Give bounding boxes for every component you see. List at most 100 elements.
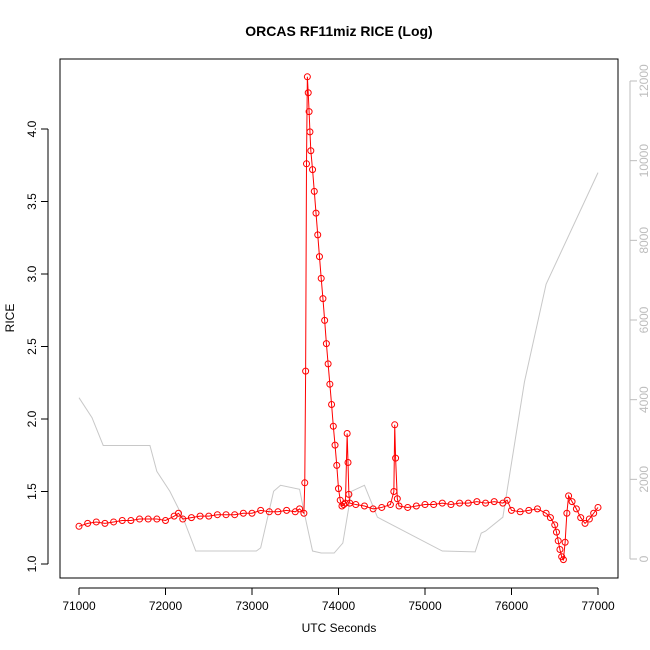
x-axis: 71000 72000 73000 74000 75000 76000 77000 <box>62 587 615 613</box>
rice-point <box>561 538 569 546</box>
rice-point <box>301 479 309 487</box>
rice-point <box>312 209 320 217</box>
rice-point <box>577 514 585 522</box>
rice-point <box>341 499 349 507</box>
rice-point <box>174 509 182 517</box>
rice-point <box>551 521 559 529</box>
x-axis-label: UTC Seconds <box>302 621 377 635</box>
rice-point <box>300 509 308 517</box>
rice-point <box>302 367 310 375</box>
y-tick-label: 2.5 <box>25 338 39 355</box>
rice-point <box>248 509 256 517</box>
rice-point <box>464 499 472 507</box>
rice-point <box>84 519 92 527</box>
rice-point <box>331 441 339 449</box>
rice-point <box>153 515 161 523</box>
rice-point <box>302 160 310 168</box>
rice-point <box>546 514 554 522</box>
plot-box <box>59 58 619 579</box>
rice-point <box>335 485 342 493</box>
rice-point <box>324 360 332 368</box>
rice-point <box>421 501 429 509</box>
rice-point <box>360 502 368 510</box>
rice-point <box>430 501 438 509</box>
rice-point <box>162 517 169 524</box>
rice-point <box>179 515 187 523</box>
y2-tick-label: 4000 <box>637 386 650 413</box>
rice-point <box>118 517 126 524</box>
rice-point <box>585 515 593 523</box>
rice-point <box>482 499 490 507</box>
rice-point <box>303 73 311 81</box>
y2-tick-label: 8000 <box>637 227 650 254</box>
rice-point <box>307 147 315 155</box>
rice-point <box>581 519 589 527</box>
y-axis-right: 0 2000 4000 6000 8000 10000 12000 <box>629 64 650 562</box>
rice-point <box>378 503 386 511</box>
rice-line <box>78 76 599 562</box>
rice-point <box>304 89 312 97</box>
rice-point <box>127 517 135 524</box>
y-tick-label: 1.0 <box>25 555 39 572</box>
rice-point <box>556 546 564 553</box>
rice-point <box>92 518 100 526</box>
rice-point <box>343 430 351 437</box>
y2-tick-label: 0 <box>637 555 650 562</box>
rice-point <box>391 421 399 429</box>
series-altitude <box>78 172 599 554</box>
altitude-line <box>78 172 599 554</box>
y-tick-label: 1.5 <box>25 483 39 500</box>
rice-point <box>559 556 567 564</box>
rice-point <box>352 501 360 509</box>
rice-point <box>110 518 118 526</box>
rice-point <box>390 488 398 495</box>
rice-point <box>314 231 322 239</box>
y-tick-label: 3.5 <box>25 193 39 210</box>
rice-point <box>333 461 341 469</box>
rice-point <box>447 501 455 509</box>
rice-point <box>542 509 550 517</box>
y-tick-label: 4.0 <box>25 120 39 137</box>
rice-point <box>328 401 336 408</box>
x-tick-label: 71000 <box>62 599 96 613</box>
x-tick-label: 76000 <box>495 599 529 613</box>
rice-point <box>369 505 377 513</box>
y-axis-left: 1.0 1.5 2.0 2.5 3.0 3.5 4.0 <box>25 120 49 572</box>
rice-point <box>329 422 337 430</box>
x-tick-label: 75000 <box>408 599 442 613</box>
rice-point <box>393 495 401 503</box>
rice-point <box>144 515 152 523</box>
x-tick-label: 77000 <box>581 599 615 613</box>
y-tick-label: 3.0 <box>25 265 39 282</box>
y-axis-label: RICE <box>3 304 17 333</box>
y2-tick-label: 6000 <box>637 306 650 333</box>
rice-point <box>222 511 230 519</box>
rice-point <box>326 380 334 388</box>
rice-point <box>319 295 327 303</box>
rice-point <box>395 502 403 510</box>
rice-point <box>404 503 412 511</box>
y-tick-label: 2.0 <box>25 410 39 427</box>
rice-point <box>438 499 446 507</box>
rice-point <box>205 512 213 520</box>
rice-point <box>344 459 352 466</box>
rice-point <box>310 187 318 195</box>
rice-point <box>412 502 420 510</box>
rice-point <box>322 340 330 348</box>
rice-point <box>187 514 195 522</box>
series-rice <box>75 73 602 564</box>
rice-point <box>305 108 313 116</box>
rice-point <box>309 166 317 174</box>
rice-point <box>565 492 573 500</box>
rice-point <box>317 274 325 282</box>
rice-point <box>503 496 511 504</box>
rice-point <box>568 498 576 506</box>
rice-point <box>101 519 109 527</box>
rice-point <box>283 506 291 514</box>
rice-point <box>386 501 394 509</box>
chart-title: ORCAS RF11miz RICE (Log) <box>245 23 432 39</box>
rice-point <box>533 505 541 513</box>
x-tick-label: 72000 <box>149 599 183 613</box>
rice-point <box>590 509 598 517</box>
